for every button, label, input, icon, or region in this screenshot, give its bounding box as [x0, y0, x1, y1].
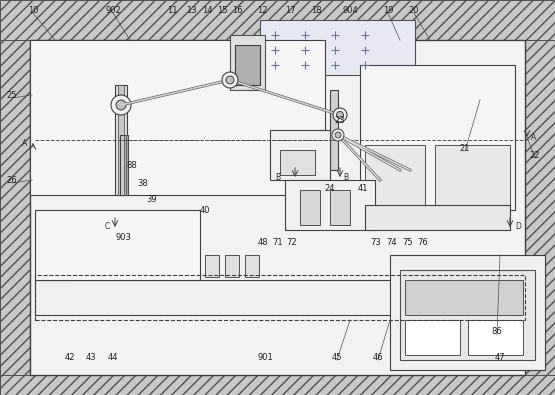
Text: 11: 11 [166, 6, 177, 15]
Text: C: C [104, 222, 110, 231]
Bar [35, 275, 525, 320]
Bar [390, 255, 545, 370]
Text: 76: 76 [417, 237, 428, 246]
Circle shape [332, 129, 344, 141]
Bar [35, 210, 200, 280]
Bar [40, 250, 75, 280]
Text: 10: 10 [28, 6, 38, 15]
Bar [115, 85, 127, 195]
Bar [230, 35, 265, 90]
Circle shape [336, 111, 344, 118]
Bar [330, 90, 338, 170]
Bar [435, 145, 510, 205]
Bar [400, 270, 535, 360]
Circle shape [335, 132, 341, 138]
Bar [285, 180, 375, 230]
Text: 12: 12 [257, 6, 268, 15]
Bar [468, 320, 523, 355]
Circle shape [111, 95, 131, 115]
Bar [120, 135, 128, 195]
Text: 20: 20 [408, 6, 419, 15]
Text: 14: 14 [202, 6, 212, 15]
Text: 74: 74 [387, 237, 397, 246]
Circle shape [222, 72, 238, 88]
Bar [405, 320, 460, 355]
Text: 22: 22 [530, 150, 540, 160]
Text: 24: 24 [325, 184, 335, 192]
Bar [435, 150, 505, 200]
Text: D: D [515, 222, 521, 231]
Bar [225, 255, 239, 277]
Bar [185, 255, 199, 277]
Bar [300, 190, 320, 225]
Text: 17: 17 [285, 6, 295, 15]
Text: 46: 46 [373, 352, 384, 361]
Text: 38: 38 [138, 179, 148, 188]
Text: 21: 21 [460, 143, 470, 152]
Text: 25: 25 [7, 90, 17, 100]
Text: 88: 88 [127, 160, 138, 169]
Text: 40: 40 [200, 205, 210, 214]
Bar [525, 40, 555, 375]
Text: 41: 41 [358, 184, 369, 192]
Text: 71: 71 [273, 237, 283, 246]
Bar [0, 375, 555, 395]
Bar [460, 75, 495, 105]
Bar [235, 45, 260, 85]
Bar [245, 255, 259, 277]
Text: 903: 903 [115, 233, 131, 241]
Bar [35, 280, 525, 315]
Text: 23: 23 [335, 115, 345, 124]
Text: 901: 901 [257, 352, 273, 361]
Bar [365, 205, 510, 230]
Bar [360, 65, 515, 210]
Text: 48: 48 [258, 237, 268, 246]
Bar [260, 20, 415, 75]
Bar [126, 135, 128, 195]
Bar [0, 0, 555, 40]
Bar [40, 284, 520, 312]
Text: 15: 15 [217, 6, 227, 15]
Text: 45: 45 [332, 352, 342, 361]
Bar [270, 130, 330, 180]
Text: 75: 75 [403, 237, 413, 246]
Text: 47: 47 [495, 352, 505, 361]
Bar [280, 150, 315, 175]
Text: B: B [344, 173, 349, 181]
Text: 43: 43 [85, 352, 97, 361]
Circle shape [116, 100, 126, 110]
Bar [465, 80, 490, 100]
Text: A: A [531, 132, 537, 141]
Text: 44: 44 [108, 352, 118, 361]
Text: 86: 86 [492, 327, 502, 337]
Bar [405, 280, 523, 315]
Text: 73: 73 [371, 237, 381, 246]
Circle shape [333, 108, 347, 122]
Bar [205, 255, 219, 277]
Circle shape [226, 76, 234, 84]
Bar [124, 135, 128, 195]
Text: 13: 13 [186, 6, 196, 15]
Text: 16: 16 [231, 6, 243, 15]
Bar [30, 40, 325, 195]
Text: 19: 19 [383, 6, 393, 15]
Text: 42: 42 [65, 352, 75, 361]
Text: 72: 72 [287, 237, 297, 246]
Bar [30, 40, 525, 375]
Text: 902: 902 [105, 6, 121, 15]
Text: A: A [22, 139, 28, 147]
Text: 18: 18 [311, 6, 321, 15]
Text: 26: 26 [7, 175, 17, 184]
Text: B: B [275, 173, 281, 181]
Bar [330, 190, 350, 225]
Text: 39: 39 [147, 194, 157, 203]
Bar [365, 145, 425, 205]
Text: 904: 904 [342, 6, 358, 15]
Bar [0, 40, 30, 375]
Bar [118, 85, 124, 195]
Bar [330, 40, 525, 85]
